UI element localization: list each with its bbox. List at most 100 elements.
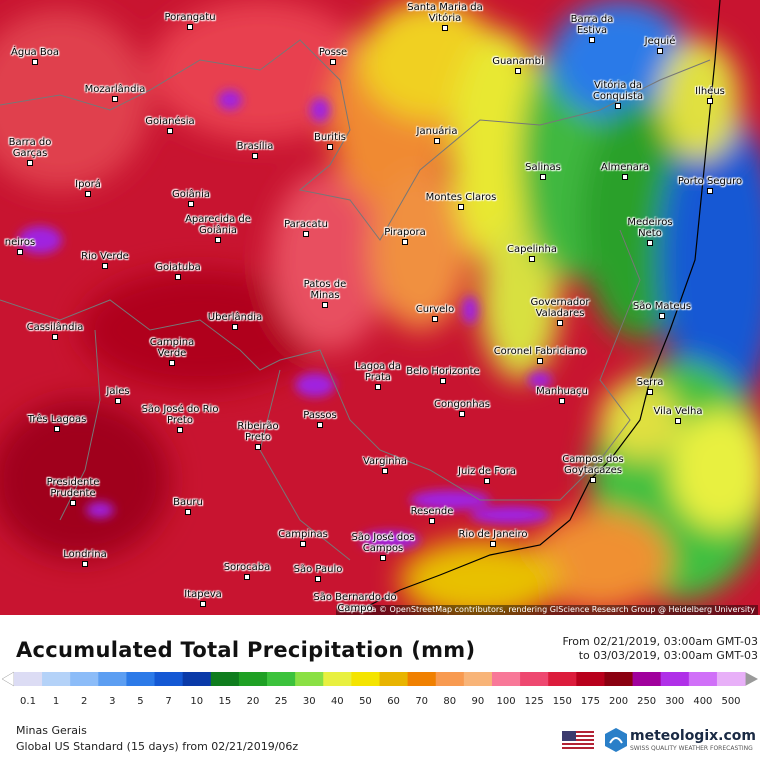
colorbar-swatch (154, 672, 184, 686)
city-label: Ribeirão Preto (237, 421, 279, 443)
city-marker (82, 561, 88, 567)
brand: meteologix.com (630, 728, 756, 744)
city-label: Lagoa da Prata (355, 361, 401, 383)
city-label: Campinas (278, 529, 328, 540)
colorbar-tick-label: 125 (525, 696, 544, 707)
colorbar-tick-label: 10 (190, 696, 203, 707)
colorbar-swatch (351, 672, 380, 686)
city-marker (537, 358, 543, 364)
city-label: Juiz de Fora (458, 466, 516, 477)
city-label: Vila Velha (653, 406, 703, 417)
colorbar-tick-label: 250 (637, 696, 656, 707)
colorbar-tick-label: 90 (472, 696, 485, 707)
city-label: Medeiros Neto (627, 217, 673, 239)
city-marker (434, 138, 440, 144)
colorbar-tick-label: 40 (331, 696, 344, 707)
colorbar-swatch (182, 672, 212, 686)
colorbar-swatch (238, 672, 268, 686)
city-label: Itapeva (184, 589, 222, 600)
city-label: Buritis (314, 132, 346, 143)
city-marker (52, 334, 58, 340)
city-label: Cassilândia (26, 322, 84, 333)
city-marker (590, 477, 596, 483)
city-marker (322, 302, 328, 308)
city-marker (615, 103, 621, 109)
colorbar-swatch (295, 672, 324, 686)
city-marker (557, 320, 563, 326)
colorbar-tick-label: 200 (609, 696, 628, 707)
city-marker (675, 418, 681, 424)
city-marker (647, 389, 653, 395)
city-marker (185, 509, 191, 515)
city-marker (432, 316, 438, 322)
city-label: Ilhéus (695, 86, 725, 97)
city-label: Bauru (173, 497, 203, 508)
city-label: Salinas (525, 162, 561, 173)
city-label: São Mateus (632, 301, 692, 312)
colorbar-tick-label: 300 (665, 696, 684, 707)
colorbar-swatch (13, 672, 43, 686)
city-label: Brasília (236, 141, 274, 152)
city-label: Goiatuba (155, 262, 201, 273)
colorbar-swatch (407, 672, 437, 686)
city-label: Jequié (644, 36, 676, 47)
city-marker (244, 574, 250, 580)
city-marker (85, 191, 91, 197)
colorbar-tick-label: 15 (218, 696, 231, 707)
city-marker (115, 398, 121, 404)
city-label: Aparecida de Goiânia (185, 214, 251, 236)
city-label: Patos de Minas (303, 279, 347, 301)
colorbar-tick-label: 100 (496, 696, 515, 707)
city-marker (232, 324, 238, 330)
city-label: Goiânia (171, 189, 211, 200)
city-label: Capelinha (507, 244, 557, 255)
colorbar-tick-label: 150 (553, 696, 572, 707)
city-label: Coronel Fabriciano (493, 346, 587, 357)
city-marker (707, 188, 713, 194)
city-label: Campos dos Goytacazes (562, 454, 624, 476)
date-from: From 02/21/2019, 03:00am GMT-03 (562, 635, 759, 648)
city-label: Pirapora (384, 227, 426, 238)
city-label: Porangatu (164, 12, 216, 23)
map: Map data © OpenStreetMap contributors, r… (0, 0, 760, 615)
title: Accumulated Total Precipitation (mm) (16, 638, 476, 662)
city-label: Congonhas (434, 399, 490, 410)
city-marker (484, 478, 490, 484)
date-to: to 03/03/2019, 03:00am GMT-03 (578, 649, 758, 662)
city-marker (252, 153, 258, 159)
colorbar-swatch (323, 672, 352, 686)
colorbar: 0.1 1 2 3 5 7 10 15 20 25 30 40 50 60 70 80 90 100 125 150 1… (1, 671, 758, 707)
colorbar-tick-label: 400 (693, 696, 712, 707)
city-marker (27, 160, 33, 166)
colorbar-tick-label: 3 (109, 696, 115, 707)
city-label: São Paulo (293, 564, 343, 575)
city-label: Rio de Janeiro (458, 529, 528, 540)
city-marker (659, 313, 665, 319)
colorbar-swatch (435, 672, 465, 686)
city-marker (382, 468, 388, 474)
city-label: Paracatu (284, 219, 328, 230)
colorbar-tick-label: 20 (247, 696, 260, 707)
colorbar-tick-label: 175 (581, 696, 600, 707)
city-label: Porto Seguro (677, 176, 743, 187)
colorbar-tick-label: 25 (275, 696, 288, 707)
city-marker (657, 48, 663, 54)
city-label: neiros (4, 237, 36, 248)
city-label: Posse (318, 47, 348, 58)
us-flag (562, 731, 594, 751)
city-label: Manhuaçu (536, 386, 588, 397)
city-label: Vitória da Conquista (592, 80, 644, 102)
city-label: Januária (416, 126, 458, 137)
colorbar-swatch (379, 672, 409, 686)
city-marker (429, 518, 435, 524)
city-marker (177, 427, 183, 433)
city-marker (380, 555, 386, 561)
colorbar-over (745, 672, 758, 686)
city-marker (458, 204, 464, 210)
colorbar-swatch (491, 672, 521, 686)
city-marker (330, 59, 336, 65)
colorbar-tick-label: 60 (387, 696, 400, 707)
city-marker (175, 274, 181, 280)
colorbar-swatch (576, 672, 605, 686)
